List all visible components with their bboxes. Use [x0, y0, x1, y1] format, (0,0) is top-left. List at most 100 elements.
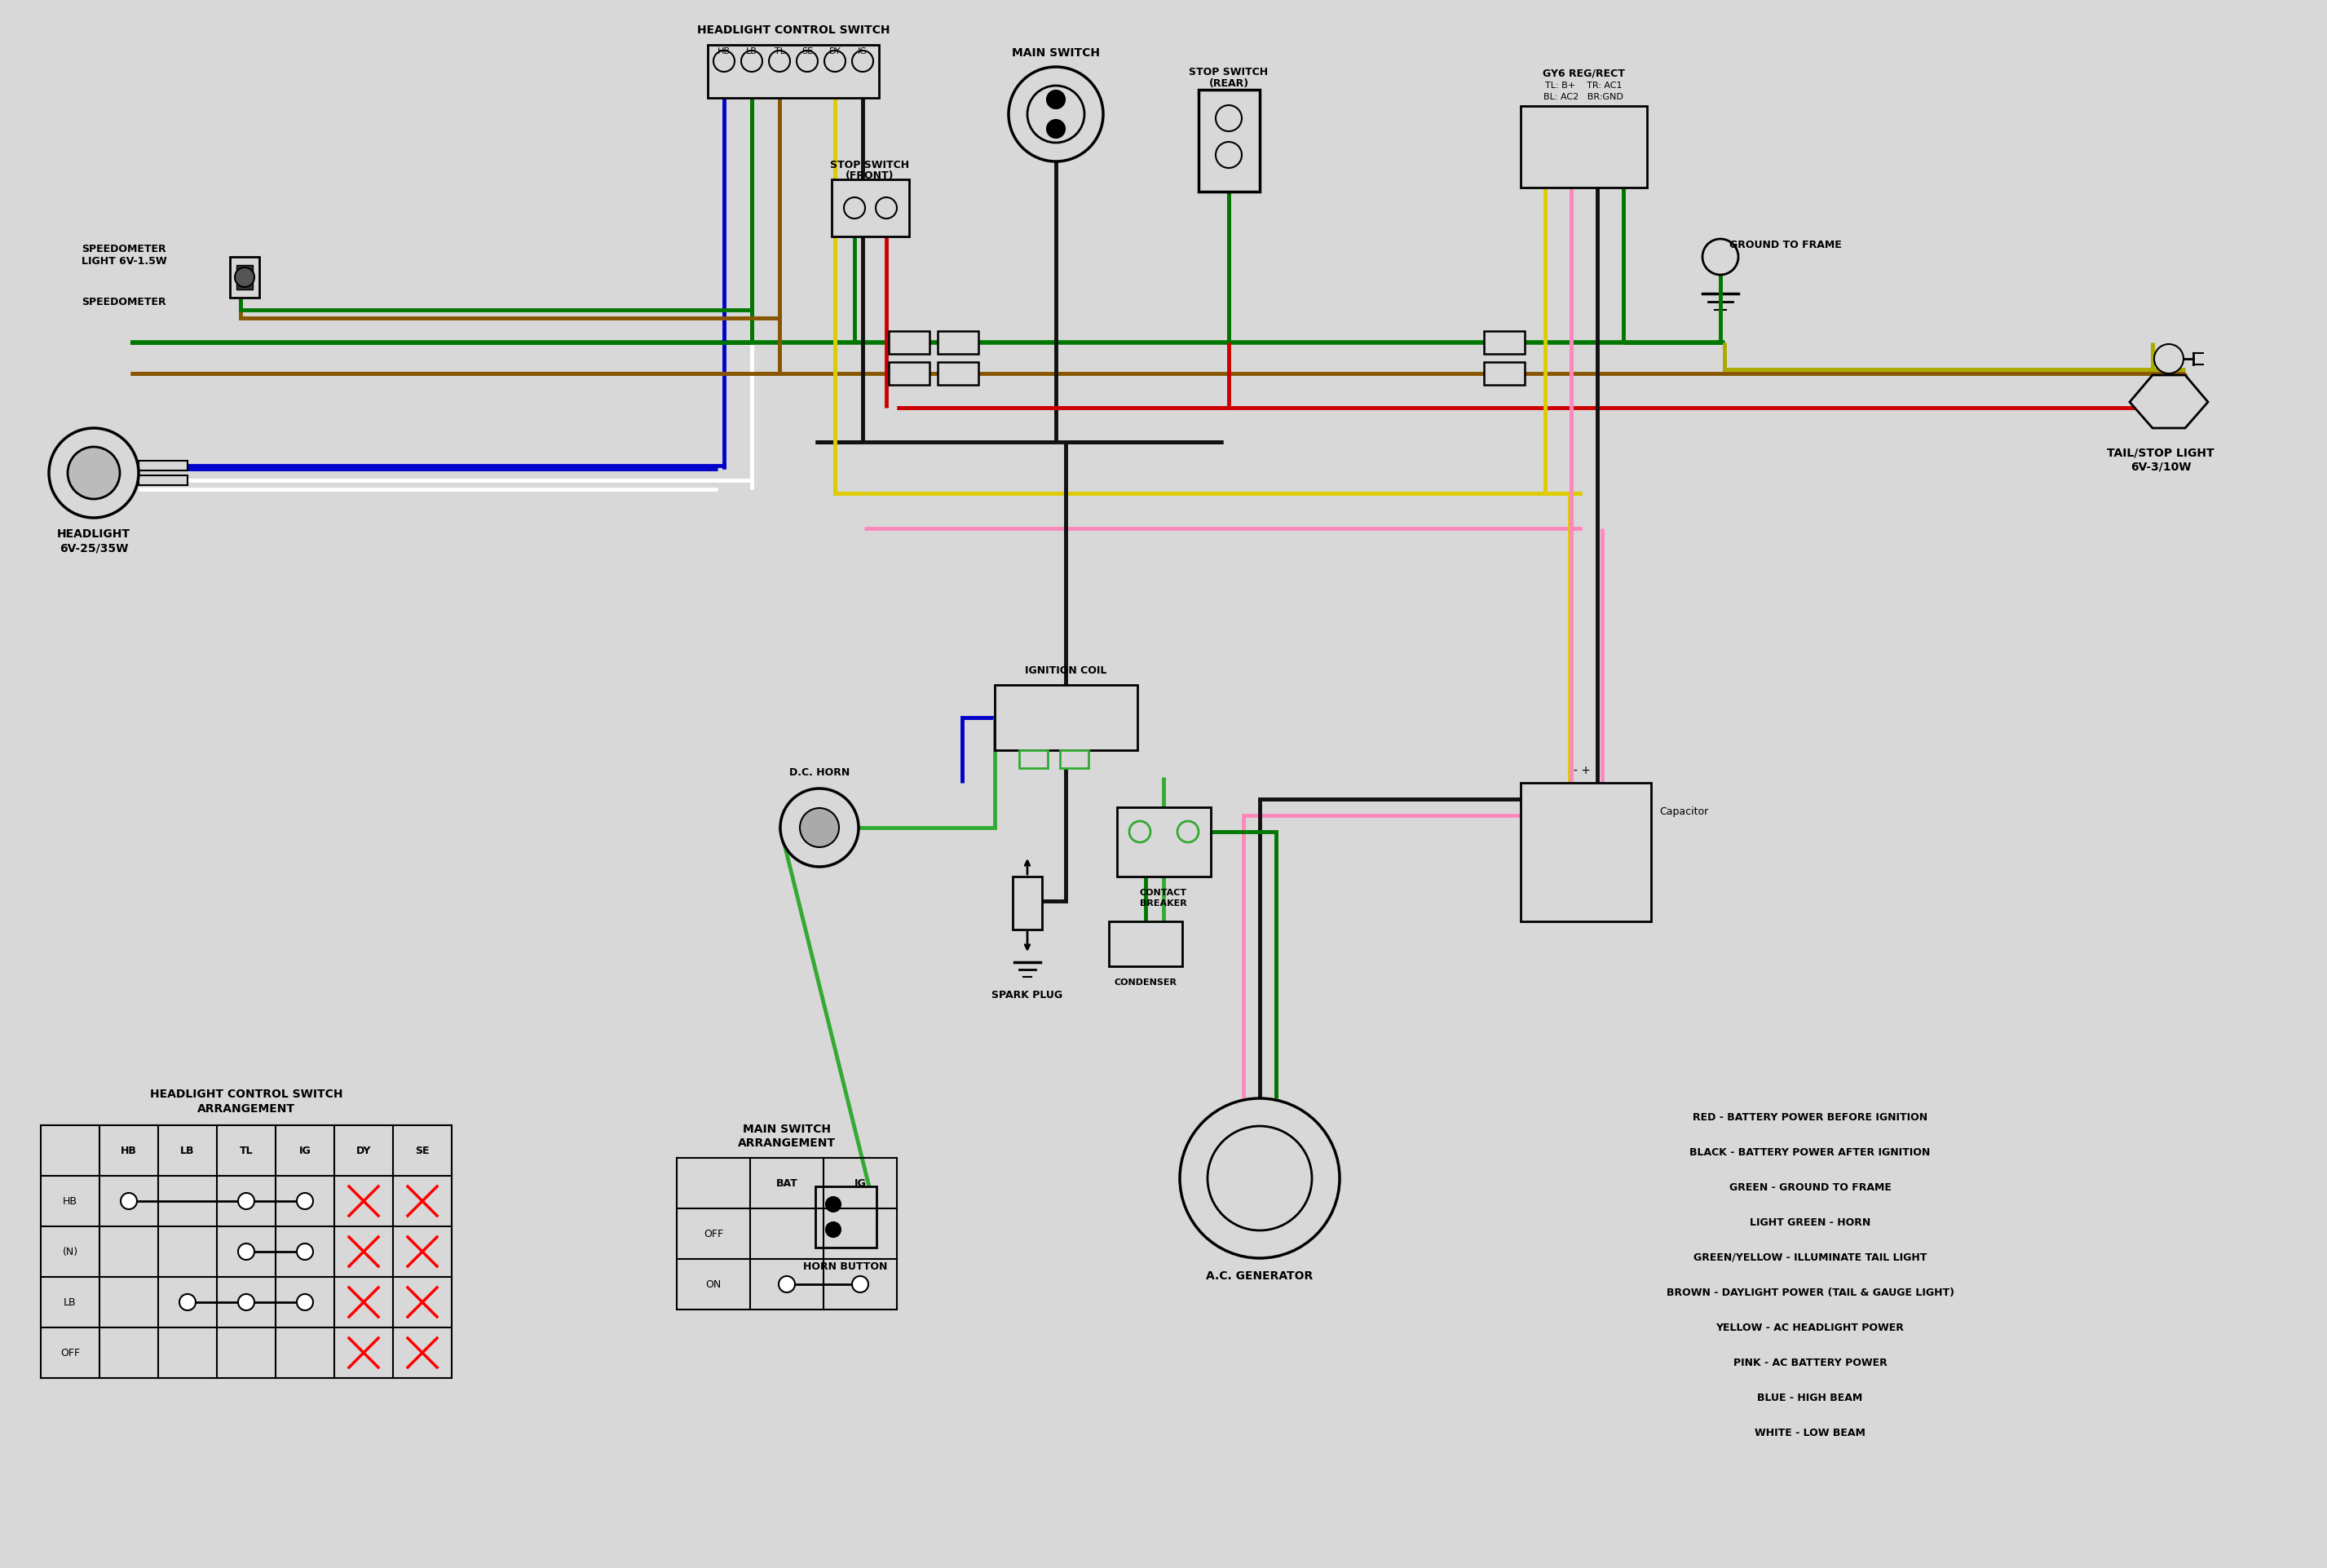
- Circle shape: [826, 1196, 840, 1212]
- Circle shape: [826, 1223, 840, 1237]
- Circle shape: [1180, 1098, 1340, 1258]
- Circle shape: [1215, 105, 1243, 132]
- Circle shape: [780, 1276, 796, 1292]
- Text: HEADLIGHT CONTROL SWITCH: HEADLIGHT CONTROL SWITCH: [696, 25, 889, 36]
- Text: CONTACT: CONTACT: [1140, 889, 1187, 897]
- Text: MAIN SWITCH: MAIN SWITCH: [742, 1124, 831, 1135]
- Bar: [1110, 922, 1182, 966]
- Text: BL: AC2   BR:GND: BL: AC2 BR:GND: [1543, 93, 1624, 100]
- Circle shape: [298, 1294, 314, 1311]
- Circle shape: [1208, 1126, 1312, 1231]
- Circle shape: [121, 1193, 137, 1209]
- Circle shape: [298, 1193, 314, 1209]
- Bar: [889, 331, 928, 354]
- Circle shape: [67, 447, 121, 499]
- Text: HB: HB: [121, 1145, 137, 1156]
- Text: YELLOW - AC HEADLIGHT POWER: YELLOW - AC HEADLIGHT POWER: [1715, 1322, 1903, 1333]
- Text: IGNITION COIL: IGNITION COIL: [1024, 665, 1108, 676]
- Text: SE: SE: [414, 1145, 430, 1156]
- Text: BROWN - DAYLIGHT POWER (TAIL & GAUGE LIGHT): BROWN - DAYLIGHT POWER (TAIL & GAUGE LIG…: [1666, 1287, 1955, 1298]
- Circle shape: [800, 808, 840, 847]
- Text: DY: DY: [356, 1145, 370, 1156]
- Text: - +: - +: [1573, 765, 1589, 776]
- Circle shape: [1129, 822, 1150, 842]
- Circle shape: [780, 789, 859, 867]
- Circle shape: [237, 1193, 254, 1209]
- Text: GREEN/YELLOW - ILLUMINATE TAIL LIGHT: GREEN/YELLOW - ILLUMINATE TAIL LIGHT: [1694, 1251, 1927, 1262]
- Bar: [938, 362, 977, 384]
- Text: TL: B+    TR: AC1: TL: B+ TR: AC1: [1545, 82, 1622, 89]
- Text: GREEN - GROUND TO FRAME: GREEN - GROUND TO FRAME: [1729, 1182, 1892, 1193]
- Text: RED - BATTERY POWER BEFORE IGNITION: RED - BATTERY POWER BEFORE IGNITION: [1692, 1112, 1927, 1123]
- Text: LB: LB: [63, 1297, 77, 1308]
- Bar: [1117, 808, 1210, 877]
- Text: Capacitor: Capacitor: [1659, 806, 1708, 817]
- Bar: [1061, 750, 1089, 768]
- Text: TL: TL: [775, 47, 784, 55]
- Text: ON: ON: [705, 1279, 721, 1289]
- Text: ARRANGEMENT: ARRANGEMENT: [738, 1137, 835, 1149]
- Text: SPEEDOMETER: SPEEDOMETER: [81, 243, 165, 254]
- Circle shape: [796, 50, 817, 72]
- Text: TL: TL: [240, 1145, 254, 1156]
- Circle shape: [768, 50, 791, 72]
- Text: 6V-3/10W: 6V-3/10W: [2129, 461, 2192, 472]
- Bar: [889, 362, 928, 384]
- Circle shape: [852, 50, 873, 72]
- Bar: [230, 257, 258, 298]
- Text: LIGHT 6V-1.5W: LIGHT 6V-1.5W: [81, 256, 168, 267]
- Bar: [814, 1187, 877, 1248]
- Circle shape: [2155, 343, 2183, 373]
- Text: (N): (N): [63, 1247, 77, 1258]
- Circle shape: [852, 1276, 868, 1292]
- Circle shape: [235, 268, 254, 287]
- Circle shape: [1026, 86, 1084, 143]
- Text: PINK - AC BATTERY POWER: PINK - AC BATTERY POWER: [1734, 1358, 1887, 1367]
- Text: SPARK PLUG: SPARK PLUG: [991, 989, 1063, 1000]
- Circle shape: [49, 428, 140, 517]
- Text: SPEEDOMETER: SPEEDOMETER: [81, 296, 165, 307]
- Circle shape: [237, 1294, 254, 1311]
- Bar: [938, 331, 977, 354]
- Text: CONDENSER: CONDENSER: [1115, 978, 1177, 986]
- Text: STOP SWITCH: STOP SWITCH: [831, 160, 910, 169]
- Text: LIGHT GREEN - HORN: LIGHT GREEN - HORN: [1750, 1217, 1871, 1228]
- Circle shape: [1008, 67, 1103, 162]
- Text: IG: IG: [854, 1178, 866, 1189]
- Text: BREAKER: BREAKER: [1140, 900, 1187, 908]
- Circle shape: [845, 198, 866, 218]
- Circle shape: [1047, 91, 1066, 108]
- Text: HB: HB: [63, 1196, 77, 1206]
- Circle shape: [1215, 141, 1243, 168]
- Text: HORN BUTTON: HORN BUTTON: [803, 1261, 887, 1272]
- Circle shape: [179, 1294, 195, 1311]
- Bar: [1485, 362, 1524, 384]
- Text: GROUND TO FRAME: GROUND TO FRAME: [1729, 240, 1841, 249]
- Bar: [994, 685, 1138, 750]
- Circle shape: [714, 50, 735, 72]
- Text: LB: LB: [182, 1145, 195, 1156]
- Circle shape: [237, 1243, 254, 1259]
- Bar: [831, 179, 910, 237]
- Text: GY6 REG/RECT: GY6 REG/RECT: [1543, 67, 1624, 78]
- Circle shape: [1177, 822, 1198, 842]
- Circle shape: [875, 198, 896, 218]
- Text: BLACK - BATTERY POWER AFTER IGNITION: BLACK - BATTERY POWER AFTER IGNITION: [1689, 1146, 1931, 1157]
- Text: SE: SE: [800, 47, 812, 55]
- Text: (FRONT): (FRONT): [845, 169, 894, 180]
- Text: OFF: OFF: [61, 1347, 79, 1358]
- Text: IG: IG: [298, 1145, 312, 1156]
- Text: BAT: BAT: [775, 1178, 798, 1189]
- Text: D.C. HORN: D.C. HORN: [789, 767, 849, 778]
- Text: HEADLIGHT: HEADLIGHT: [58, 528, 130, 539]
- Text: OFF: OFF: [703, 1228, 724, 1239]
- Bar: [1520, 107, 1648, 188]
- Circle shape: [824, 50, 845, 72]
- Text: HB: HB: [717, 47, 731, 55]
- Text: 6V-25/35W: 6V-25/35W: [61, 543, 128, 554]
- Bar: [237, 265, 254, 290]
- Text: TAIL/STOP LIGHT: TAIL/STOP LIGHT: [2106, 447, 2215, 458]
- Text: STOP SWITCH: STOP SWITCH: [1189, 66, 1268, 77]
- Text: (REAR): (REAR): [1208, 78, 1250, 88]
- Text: A.C. GENERATOR: A.C. GENERATOR: [1205, 1270, 1312, 1281]
